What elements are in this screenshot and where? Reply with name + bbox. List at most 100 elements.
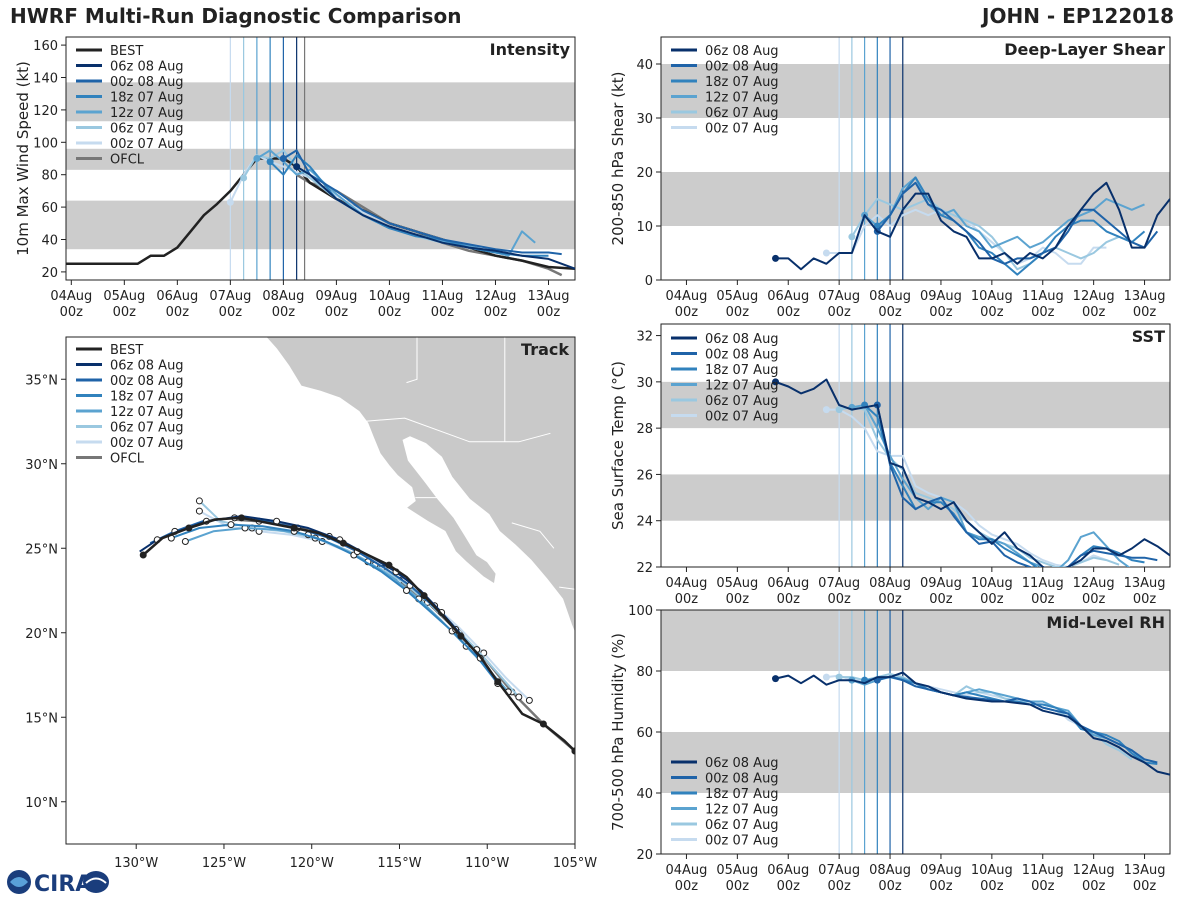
- y-tick-label: 32: [636, 330, 653, 345]
- x-tick-label: 00z: [726, 305, 750, 320]
- y-tick-label: 22: [636, 561, 653, 576]
- x-tick-label: 08Aug: [869, 289, 911, 304]
- y-tick-label: 20: [636, 166, 653, 181]
- y-tick-label: 20: [636, 848, 653, 863]
- legend-label: 00z 08 Aug: [110, 75, 184, 90]
- legend-label: 06z 08 Aug: [705, 756, 779, 771]
- series-line: [863, 404, 1145, 567]
- legend-label: 12z 07 Aug: [705, 379, 779, 394]
- shade-band: [66, 200, 575, 250]
- shade-band: [661, 610, 1170, 671]
- legend-label: 06z 07 Aug: [705, 394, 779, 409]
- x-tick-label: 120°W: [290, 856, 334, 871]
- legend-label: 06z 08 Aug: [705, 44, 779, 59]
- legend-label: BEST: [110, 343, 143, 358]
- x-tick-label: 05Aug: [103, 289, 145, 304]
- y-tick-label: 40: [41, 234, 58, 249]
- shade-band: [661, 732, 1170, 793]
- x-tick-label: 130°W: [114, 856, 158, 871]
- x-tick-label: 13Aug: [1124, 289, 1166, 304]
- series-line: [876, 181, 1159, 265]
- series-line: [851, 198, 1120, 271]
- y-tick-label: 100: [33, 136, 58, 151]
- track-point: [238, 514, 246, 522]
- x-tick-label: 00z: [777, 592, 801, 607]
- x-tick-label: 06Aug: [767, 863, 809, 878]
- legend-label: 06z 08 Aug: [110, 60, 184, 75]
- x-tick-label: 00z: [166, 305, 190, 320]
- x-tick-label: 08Aug: [869, 863, 911, 878]
- init-marker: [240, 174, 248, 182]
- legend-label: 00z 08 Aug: [110, 374, 184, 389]
- y-tick-label: 25°N: [25, 542, 58, 557]
- x-tick-label: 10Aug: [971, 863, 1013, 878]
- x-tick-label: 04Aug: [665, 863, 707, 878]
- x-tick-label: 00z: [219, 305, 243, 320]
- init-marker: [822, 249, 830, 257]
- x-tick-label: 10Aug: [971, 576, 1013, 591]
- legend-label: 00z 07 Aug: [705, 410, 779, 425]
- legend-label: 12z 07 Aug: [705, 91, 779, 106]
- x-tick-label: 105°W: [553, 856, 597, 871]
- shade-band: [66, 148, 575, 170]
- track-point: [457, 632, 465, 640]
- x-tick-label: 06Aug: [767, 289, 809, 304]
- x-tick-label: 09Aug: [920, 576, 962, 591]
- shade-band: [661, 172, 1170, 226]
- x-tick-label: 11Aug: [1022, 576, 1064, 591]
- y-tick-label: 100: [628, 604, 653, 619]
- legend-label: 00z 07 Aug: [110, 436, 184, 451]
- x-tick-label: 11Aug: [1022, 289, 1064, 304]
- init-marker: [253, 155, 261, 162]
- init-marker: [279, 155, 287, 162]
- init-marker: [822, 673, 830, 681]
- series-group: [772, 378, 1170, 567]
- legend-label: OFCL: [110, 452, 145, 467]
- series-line: [296, 165, 575, 270]
- x-tick-label: 00z: [1082, 592, 1106, 607]
- init-marker: [226, 198, 234, 206]
- x-tick-label: 07Aug: [209, 289, 251, 304]
- panel-title: Intensity: [490, 40, 571, 59]
- x-tick-label: 12Aug: [1073, 863, 1115, 878]
- legend-label: 06z 08 Aug: [110, 359, 184, 374]
- series-line: [851, 676, 1146, 764]
- track-point: [227, 521, 235, 529]
- y-tick-label: 24: [636, 515, 653, 530]
- x-tick-label: 00z: [675, 592, 699, 607]
- shade-band: [66, 82, 575, 122]
- track-point: [181, 537, 189, 545]
- x-tick-label: 06Aug: [767, 576, 809, 591]
- legend-label: 06z 07 Aug: [110, 421, 184, 436]
- track-point: [515, 693, 523, 701]
- border-line: [362, 417, 551, 443]
- track-point: [139, 551, 147, 559]
- y-axis-label: 200-850 hPa Shear (kt): [609, 72, 627, 246]
- track-point: [195, 507, 203, 515]
- y-tick-label: 40: [636, 787, 653, 802]
- x-tick-label: 00z: [878, 305, 902, 320]
- x-tick-label: 00z: [929, 592, 953, 607]
- y-tick-label: 160: [33, 39, 58, 54]
- x-tick-label: 00z: [1031, 592, 1055, 607]
- legend-label: 06z 08 Aug: [705, 332, 779, 347]
- logo-text: CIRA: [34, 872, 92, 897]
- x-tick-label: 00z: [929, 879, 953, 894]
- y-tick-label: 30: [636, 376, 653, 391]
- init-marker: [772, 378, 780, 386]
- x-tick-label: 09Aug: [920, 289, 962, 304]
- track-point: [494, 678, 502, 686]
- rh-chart: 2040608010004Aug00z05Aug00z06Aug00z07Aug…: [609, 604, 1171, 894]
- legend-label: 12z 07 Aug: [705, 803, 779, 818]
- x-tick-label: 00z: [980, 592, 1004, 607]
- border-line: [511, 522, 555, 549]
- series-line: [876, 176, 1146, 276]
- x-tick-label: 00z: [1082, 305, 1106, 320]
- panel-title: Deep-Layer Shear: [1004, 40, 1165, 59]
- y-tick-label: 15°N: [25, 711, 58, 726]
- legend-label: 00z 08 Aug: [705, 60, 779, 75]
- x-tick-label: 07Aug: [818, 863, 860, 878]
- x-tick-label: 00z: [60, 305, 84, 320]
- legend-label: BEST: [110, 44, 143, 59]
- y-axis-label: 10m Max Wind Speed (kt): [14, 61, 32, 256]
